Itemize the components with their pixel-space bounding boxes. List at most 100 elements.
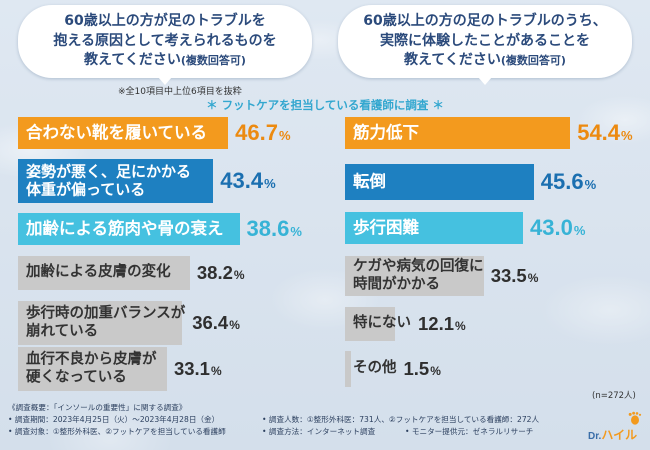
bar-row: 特にない 12.1% xyxy=(345,307,466,341)
bar xyxy=(18,301,182,345)
bar xyxy=(345,256,484,296)
logo-prefix: Dr. xyxy=(588,431,602,442)
brand-logo: Dr.ハイル xyxy=(588,411,644,443)
value-number: 46.7 xyxy=(235,120,278,145)
bar-label: 加齢による皮膚の変化 xyxy=(26,264,171,281)
value-label: 46.7% xyxy=(235,120,290,146)
survey-overview-heading: 《調査概要：「インソールの重要性」に関する調査》 xyxy=(8,403,187,412)
value-percent: % xyxy=(430,364,441,378)
multiple-answer-note: (複数回答可) xyxy=(500,54,566,68)
value-number: 54.4 xyxy=(577,120,621,145)
value-percent: % xyxy=(210,364,222,378)
bar xyxy=(18,256,190,290)
value-label: 38.6% xyxy=(247,216,302,242)
value-label: 43.4% xyxy=(220,168,275,194)
bar xyxy=(18,117,229,149)
survey-target: • 調査対象：①整形外科医、②フットケアを担当している看護師 xyxy=(8,427,226,436)
bar-label: 姿勢が悪く、足にかかる 体重が偏っている xyxy=(26,162,192,199)
sample-size: (n=272人) xyxy=(592,391,636,401)
top6-note: ※全10項目中上位6項目を抜粋 xyxy=(118,87,242,97)
value-number: 43.0 xyxy=(530,215,573,240)
value-number: 12.1 xyxy=(418,313,455,334)
value-label: 12.1% xyxy=(418,313,466,335)
value-label: 33.5% xyxy=(491,265,539,287)
question-bubble-causes: 60歳以上の方が足のトラブルを 抱える原因として考えられるものを 教えてください… xyxy=(18,5,312,85)
bar-row: 歩行時の加重バランスが 崩れている 36.4% xyxy=(18,301,240,345)
bar-label: 加齢による筋肉や骨の衰え xyxy=(26,218,224,238)
survey-count: • 調査人数：①整形外科医：731人、②フットケアを担当している看護師：272人 xyxy=(262,415,540,424)
value-label: 1.5% xyxy=(404,358,441,380)
footprint-icon xyxy=(628,411,642,425)
question-bubble-experienced: 60歳以上の方の足のトラブルのうち、 実際に体験したことがあることを 教えてくだ… xyxy=(338,5,632,85)
bar xyxy=(345,351,352,387)
bar-row: 歩行困難 43.0% xyxy=(345,212,585,244)
survey-period: • 調査期間：2023年4月25日（火）〜2023年4月28日（金） xyxy=(8,415,220,424)
question-line: 60歳以上の方の足のトラブルのうち、 xyxy=(363,13,607,30)
question-line: 実際に体験したことがあることを xyxy=(380,32,590,49)
survey-subtitle: ＊ フットケアを担当している看護師に調査 ＊ xyxy=(206,98,444,112)
question-text: 教えてください xyxy=(84,52,181,69)
bar-label: その他 xyxy=(353,360,397,377)
value-number: 1.5 xyxy=(403,358,430,379)
value-percent: % xyxy=(264,176,276,191)
bar-row: ケガや病気の回復に 時間がかかる 33.5% xyxy=(345,256,538,296)
value-label: 33.1% xyxy=(174,358,222,380)
bar-row: その他 1.5% xyxy=(345,351,441,387)
bar-row: 姿勢が悪く、足にかかる 体重が偏っている 43.4% xyxy=(18,159,276,203)
bar xyxy=(18,213,240,245)
bar-label: 血行不良から皮膚が 硬くなっている xyxy=(26,351,157,385)
value-number: 43.4 xyxy=(220,168,264,193)
question-line: 60歳以上の方が足のトラブルを xyxy=(64,13,266,30)
bar-label: ケガや病気の回復に 時間がかかる xyxy=(353,258,484,292)
bar xyxy=(345,307,396,341)
bar-label: 転倒 xyxy=(353,171,386,191)
value-number: 36.4 xyxy=(192,312,229,333)
value-percent: % xyxy=(233,268,245,282)
bar xyxy=(345,212,524,244)
value-percent: % xyxy=(290,224,302,239)
survey-method: • 調査方法：インターネット調査 xyxy=(262,427,376,436)
value-percent: % xyxy=(229,318,240,332)
value-label: 45.6% xyxy=(541,169,596,195)
value-percent: % xyxy=(584,177,597,192)
bar-row: 加齢による筋肉や骨の衰え 38.6% xyxy=(18,213,302,245)
value-label: 38.2% xyxy=(197,262,245,284)
survey-provider: • モニター提供元：ゼネラルリサーチ xyxy=(405,427,534,436)
bar-row: 合わない靴を履いている 46.7% xyxy=(18,117,291,149)
value-label: 54.4% xyxy=(577,120,632,146)
value-percent: % xyxy=(527,271,539,285)
value-number: 33.1 xyxy=(173,358,210,379)
bar-row: 転倒 45.6% xyxy=(345,164,596,200)
value-percent: % xyxy=(455,319,466,333)
value-number: 33.5 xyxy=(490,265,527,286)
value-percent: % xyxy=(621,128,633,143)
value-number: 45.6 xyxy=(540,169,584,194)
question-line: 教えてください(複数回答可) xyxy=(404,51,566,71)
value-number: 38.6 xyxy=(246,216,290,241)
logo-wordmark: Dr.ハイル xyxy=(588,424,637,443)
bar-label: 歩行時の加重バランスが 崩れている xyxy=(26,305,186,339)
experienced-bar-chart: 筋力低下 54.4% 転倒 45.6% 歩行困難 43.0% ケガや病気の回復に… xyxy=(345,0,633,387)
bar xyxy=(18,347,167,391)
bar-label: 特にない xyxy=(353,315,411,332)
bar-label: 歩行困難 xyxy=(353,217,419,237)
bar xyxy=(18,159,214,203)
value-percent: % xyxy=(278,128,291,143)
logo-name: ハイル xyxy=(601,428,638,442)
value-label: 36.4% xyxy=(192,312,240,334)
value-label: 43.0% xyxy=(530,215,585,241)
bar-row: 血行不良から皮膚が 硬くなっている 33.1% xyxy=(18,347,222,391)
bar-label: 筋力低下 xyxy=(353,122,419,142)
multiple-answer-note: (複数回答可) xyxy=(180,54,246,68)
question-line: 教えてください(複数回答可) xyxy=(84,51,246,71)
bar-row: 加齢による皮膚の変化 38.2% xyxy=(18,256,245,290)
bar-row: 筋力低下 54.4% xyxy=(345,117,633,149)
causes-bar-chart: 合わない靴を履いている 46.7% 姿勢が悪く、足にかかる 体重が偏っている 4… xyxy=(18,0,302,391)
question-line: 抱える原因として考えられるものを xyxy=(53,32,277,49)
value-number: 38.2 xyxy=(196,262,233,283)
question-text: 教えてください xyxy=(404,52,501,69)
bar-label: 合わない靴を履いている xyxy=(26,122,208,142)
value-percent: % xyxy=(573,223,586,238)
bar xyxy=(345,117,571,149)
